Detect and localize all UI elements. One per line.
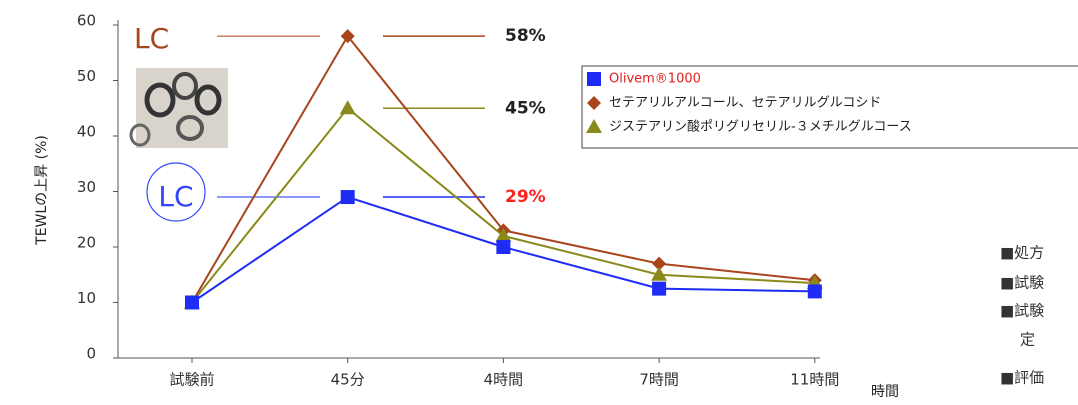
micrograph-photo [129,68,228,148]
legend-label: セテアリルアルコール、セテアリルグルコシド [609,96,881,111]
annotation: LC [134,22,169,55]
y-tick-label: 10 [77,289,96,307]
annotation: LC [158,180,193,213]
x-tick-label: 7時間 [639,371,679,389]
marker [807,284,822,299]
side-note: ■試験 [1000,274,1044,292]
marker [340,190,355,205]
marker [652,256,667,271]
y-tick-label: 0 [86,345,96,363]
side-note: ■評価 [1000,369,1044,387]
annotation: 58% [505,26,546,46]
y-tick-label: 20 [77,234,96,252]
marker [652,281,667,296]
y-tick-label: 30 [77,178,96,196]
marker [339,100,356,115]
annotation: 45% [505,98,546,118]
marker [495,227,512,242]
x-tick-label: 4時間 [484,371,524,389]
marker [586,119,602,133]
lc-circle [146,162,206,222]
marker [651,266,668,281]
side-note: ■試験 [1000,302,1044,320]
y-tick-label: 50 [77,67,96,85]
x-tick-label: 45分 [331,371,365,389]
side-note: 定 [1020,331,1035,349]
y-axis-label: TEWLの上昇 (%) [34,135,50,246]
marker [587,72,601,86]
x-axis-label: 時間 [871,384,899,400]
legend [581,65,1078,149]
y-tick-label: 40 [77,123,96,141]
legend-label: ジステアリン酸ポリグリセリル-３メチルグルコース [609,120,912,135]
legend-label: Olivem®1000 [609,72,701,87]
marker [185,295,199,310]
side-note: ■処方 [1000,244,1044,262]
marker [587,96,601,110]
y-tick-label: 60 [77,12,96,30]
x-tick-label: 11時間 [790,371,839,389]
x-tick-label: 試験前 [169,371,214,389]
marker [340,29,355,44]
marker [496,240,511,254]
annotation: 29% [505,187,546,207]
